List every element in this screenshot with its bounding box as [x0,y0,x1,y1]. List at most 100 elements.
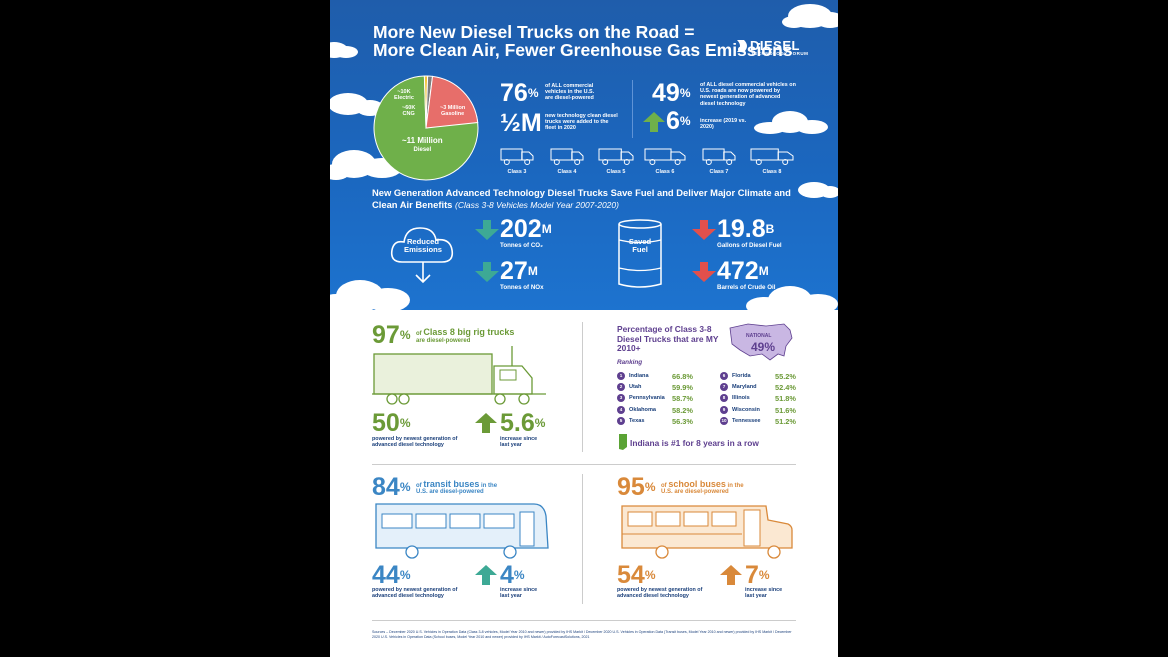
co2-label: Tonnes of CO₂ [500,242,543,249]
school-pct-value: 95 [617,473,645,501]
class8-inc-text: increase since last year [500,436,538,449]
transit-pct-unit: % [399,480,411,494]
stat-76-text: of ALL commercial vehicles in the U.S. a… [545,83,595,102]
class-3-truck-icon [500,148,534,165]
transit-newest-text: powered by newest generation of advanced… [372,587,458,600]
school-text-bold: school buses [668,479,726,489]
arrow-up-icon [475,565,497,585]
ranking-row: 8 Illinois 51.8% [720,394,796,404]
pie-cng-value: ~60K [402,105,416,111]
class-label: Class 8 [762,169,782,175]
pie-diesel-value: ~11 Million [402,136,443,145]
rank-value: 51.2% [775,416,796,426]
pie-gasoline-value: ~3 Million [440,105,466,111]
section-divider-v2 [582,474,583,604]
school-text-pre: of [661,483,667,489]
rank-badge: 8 [720,394,728,403]
cloud-icon [754,111,828,134]
rank-value: 59.9% [672,383,693,393]
barrels-unit: M [758,264,769,278]
class8-pct-value: 97 [372,321,400,349]
co2-value: 202 [500,215,542,243]
transit-text-post: in the [481,483,498,489]
stat-6-value: 6 [666,107,680,135]
rank-state: Indiana [629,373,649,379]
transit-pct-value: 84 [372,473,400,501]
stat-49-value: 49 [652,79,680,107]
gallons-label: Gallons of Diesel Fuel [717,242,782,249]
stats-divider [632,80,633,138]
rank-badge: 10 [720,416,728,425]
benefits-heading2-main: Clean Air Benefits [372,199,453,210]
arrow-down-icon [475,220,499,240]
rank-badge: 7 [720,383,728,392]
ranking-row: 2 Utah 59.9% [617,383,693,393]
class8-pct: 97% [372,322,410,348]
gallons-unit: B [765,222,775,236]
ranking-label: Ranking [617,359,643,366]
national-value: 49% [751,340,776,354]
class-5-truck-icon [598,148,634,165]
gallons-value: 19.8 [717,215,766,243]
arrow-up-icon [475,413,497,433]
sources-text: Sources – December 2020 U.S. Vehicles in… [372,630,792,639]
class-6-truck-icon [644,148,686,165]
logo-sub: TECHNOLOGY FORUM [751,51,809,56]
co2-unit: M [541,222,552,236]
nox-unit: M [527,264,538,278]
rank-value: 66.8% [672,372,693,381]
logo-icon [737,40,747,52]
vehicle-fuel-pie [373,75,479,181]
rank-state: Illinois [732,395,750,402]
transit-text-pre: of [416,483,422,489]
stat-6-text: increase (2019 vs. 2020) [700,118,747,131]
rank-value: 51.6% [775,405,796,415]
school-newest-pct: 54% [617,561,656,589]
pie-diesel-name: Diesel [413,147,432,153]
cloud-icon [330,280,410,310]
rank-value: 58.2% [672,405,693,415]
stat-49: 49% [652,80,690,106]
pie-cng-name: CNG [402,111,415,117]
cloud-icon [330,42,358,58]
indiana-state-icon [619,434,627,450]
class8-pct-unit: % [399,328,411,342]
rank-badge: 5 [617,416,625,425]
ranking-row: 9 Wisconsin 51.6% [720,405,796,416]
benefits-heading: New Generation Advanced Technology Diese… [372,187,791,198]
rank-badge: 1 [617,372,625,380]
arrow-down-icon [475,262,499,282]
school-pct: 95% [617,474,655,500]
ranking-footer: Indiana is #1 for 8 years in a row [630,438,759,448]
rank-value: 56.3% [672,416,693,426]
class8-text-bold: Class 8 big rig trucks [423,327,515,337]
stat-6: 6% [666,108,691,134]
class8-inc-pct: 5.6% [500,409,546,437]
transit-newest-pct: 44% [372,561,411,589]
transit-newest-value: 44 [372,561,400,589]
class-4-truck-icon [550,148,584,165]
transit-text-bold: transit buses [423,479,480,489]
barrels-value: 472 [717,257,759,285]
arrow-up-icon [643,112,665,132]
school-text: of school buses in the [661,479,744,489]
transit-inc-pct: 4% [500,561,525,589]
stat-half-million: ½M [500,109,542,137]
benefits-heading2: Clean Air Benefits (Class 3-8 Vehicles M… [372,199,619,210]
ranking-row: 5 Texas 56.3% [617,416,693,427]
stat-49-text: of ALL diesel commercial vehicles on U.S… [700,82,796,107]
gallons-stat: 19.8B [717,216,774,242]
nox-value: 27 [500,257,528,285]
infographic: More New Diesel Trucks on the Road = Mor… [330,0,838,657]
rank-badge: 9 [720,405,728,414]
us-map-icon [729,323,793,361]
reduced-emissions-cloud-icon [390,227,454,284]
class8-sub: are diesel-powered [416,338,471,344]
class-label: Class 3 [507,169,527,175]
ranking-row: 10 Tennessee 51.2% [720,416,796,427]
transit-inc-value: 4 [500,561,514,589]
rank-state: Texas [629,417,645,424]
national-label: NATIONAL [746,333,772,339]
benefits-heading2-note: (Class 3-8 Vehicles Model Year 2007-2020… [455,200,619,210]
class8-newest-pct: 50% [372,409,411,437]
